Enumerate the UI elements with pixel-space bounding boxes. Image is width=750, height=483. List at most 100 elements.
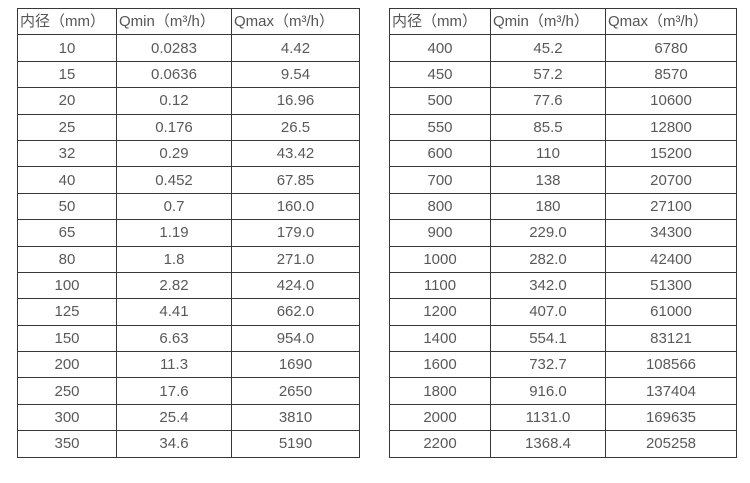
table-cell: 12800 (605, 113, 737, 141)
table-cell: 9.54 (231, 60, 360, 89)
table-cell: 3810 (231, 403, 360, 432)
table-cell: 15200 (605, 139, 737, 168)
table-cell: 200 (17, 351, 117, 379)
table-row: 65 1.19 179.0 (17, 219, 360, 247)
table-cell: 150 (17, 324, 117, 353)
table-cell: 2000 (389, 403, 491, 432)
table-cell: 51300 (605, 271, 737, 300)
column-header: Qmin（m³/h） (490, 7, 606, 36)
table-cell: 125 (17, 298, 117, 326)
table-cell: 50 (17, 192, 117, 221)
table-cell: 26.5 (231, 113, 360, 141)
header-row: 内径（mm） Qmin（m³/h） Qmax（m³/h） (17, 7, 360, 36)
table-cell: 0.7 (116, 192, 232, 221)
table-row: 1000 282.0 42400 (389, 245, 737, 273)
table-row: 25 0.176 26.5 (17, 113, 360, 141)
table-cell: 160.0 (231, 192, 360, 221)
table-cell: 0.176 (116, 113, 232, 141)
table-cell: 554.1 (490, 324, 606, 353)
table-cell: 1131.0 (490, 403, 606, 432)
table-cell: 1600 (389, 351, 491, 379)
table-cell: 300 (17, 403, 117, 432)
column-header: Qmin（m³/h） (116, 7, 232, 36)
table-cell: 424.0 (231, 271, 360, 300)
table-cell: 25 (17, 113, 117, 141)
table-row: 40 0.452 67.85 (17, 166, 360, 194)
column-header: Qmax（m³/h） (231, 7, 360, 36)
table-cell: 500 (389, 87, 491, 115)
table-cell: 34.6 (116, 430, 232, 458)
table-cell: 400 (389, 34, 491, 62)
table-cell: 1400 (389, 324, 491, 353)
table-cell: 80 (17, 245, 117, 273)
table-cell: 342.0 (490, 271, 606, 300)
table-cell: 10600 (605, 87, 737, 115)
table-cell: 16.96 (231, 87, 360, 115)
table-cell: 1368.4 (490, 430, 606, 458)
table-cell: 2.82 (116, 271, 232, 300)
table-cell: 350 (17, 430, 117, 458)
column-header: 内径（mm） (389, 7, 491, 36)
table-cell: 916.0 (490, 377, 606, 405)
table-cell: 800 (389, 192, 491, 221)
table-row: 50 0.7 160.0 (17, 192, 360, 221)
table-cell: 205258 (605, 430, 737, 458)
table-cell: 45.2 (490, 34, 606, 62)
table-cell: 1200 (389, 298, 491, 326)
table-cell: 108566 (605, 351, 737, 379)
table-row: 250 17.6 2650 (17, 377, 360, 405)
table-row: 10 0.0283 4.42 (17, 34, 360, 62)
table-cell: 550 (389, 113, 491, 141)
table-row: 500 77.6 10600 (389, 87, 737, 115)
table-row: 15 0.0636 9.54 (17, 60, 360, 89)
table-cell: 8570 (605, 60, 737, 89)
table-cell: 954.0 (231, 324, 360, 353)
table-cell: 271.0 (231, 245, 360, 273)
table-row: 700 138 20700 (389, 166, 737, 194)
table-cell: 250 (17, 377, 117, 405)
table-cell: 100 (17, 271, 117, 300)
column-header: Qmax（m³/h） (605, 7, 737, 36)
table-cell: 179.0 (231, 219, 360, 247)
table-row: 1200 407.0 61000 (389, 298, 737, 326)
table-cell: 34300 (605, 219, 737, 247)
table-row: 600 110 15200 (389, 139, 737, 168)
table-cell: 4.41 (116, 298, 232, 326)
table-cell: 4.42 (231, 34, 360, 62)
table-cell: 1.19 (116, 219, 232, 247)
table-cell: 2200 (389, 430, 491, 458)
table-cell: 1000 (389, 245, 491, 273)
table-cell: 25.4 (116, 403, 232, 432)
table-cell: 0.0283 (116, 34, 232, 62)
table-cell: 0.29 (116, 139, 232, 168)
table-cell: 6.63 (116, 324, 232, 353)
table-cell: 15 (17, 60, 117, 89)
table-row: 2200 1368.4 205258 (389, 430, 737, 458)
column-header: 内径（mm） (17, 7, 117, 36)
table-cell: 20700 (605, 166, 737, 194)
table-cell: 600 (389, 139, 491, 168)
table-cell: 40 (17, 166, 117, 194)
table-cell: 450 (389, 60, 491, 89)
table-cell: 42400 (605, 245, 737, 273)
table-cell: 0.12 (116, 87, 232, 115)
table-cell: 11.3 (116, 351, 232, 379)
table-cell: 282.0 (490, 245, 606, 273)
table-cell: 0.0636 (116, 60, 232, 89)
table-cell: 732.7 (490, 351, 606, 379)
table-cell: 6780 (605, 34, 737, 62)
flow-spec-table-left: 内径（mm） Qmin（m³/h） Qmax（m³/h） 10 0.0283 4.42 15… (17, 7, 360, 458)
table-cell: 27100 (605, 192, 737, 221)
flow-spec-table-right: 内径（mm） Qmin（m³/h） Qmax（m³/h） 400 45.2 6780 450… (389, 7, 737, 458)
table-row: 1600 732.7 108566 (389, 351, 737, 379)
table-row: 800 180 27100 (389, 192, 737, 221)
table-row: 200 11.3 1690 (17, 351, 360, 379)
table-cell: 67.85 (231, 166, 360, 194)
table-cell: 83121 (605, 324, 737, 353)
table-cell: 5190 (231, 430, 360, 458)
table-cell: 65 (17, 219, 117, 247)
table-cell: 1690 (231, 351, 360, 379)
table-cell: 137404 (605, 377, 737, 405)
table-row: 900 229.0 34300 (389, 219, 737, 247)
